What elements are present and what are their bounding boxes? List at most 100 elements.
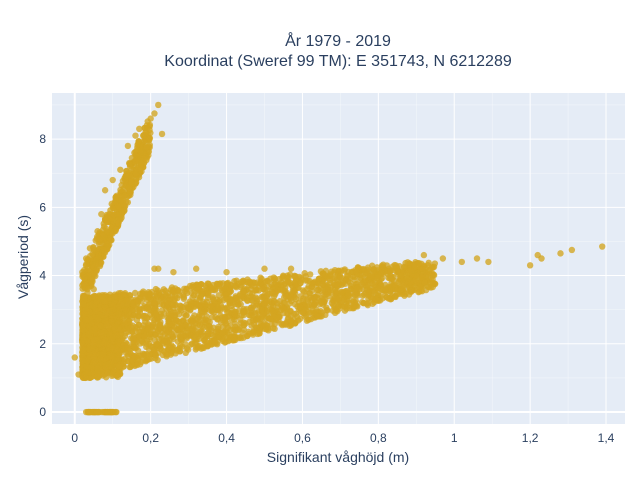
x-tick-label: 0,4 (218, 431, 235, 445)
scatter-point (127, 306, 134, 314)
scatter-point (112, 408, 119, 416)
scatter-point (95, 341, 103, 348)
scatter-point (374, 297, 382, 304)
scatter-point (223, 290, 231, 297)
scatter-point (132, 296, 139, 303)
scatter-point (174, 338, 182, 345)
scatter-point (261, 320, 268, 328)
x-tick-label: 0,2 (142, 431, 159, 445)
scatter-point (108, 352, 115, 359)
scatter-point (86, 408, 94, 416)
scatter-point (115, 203, 122, 210)
scatter-point (360, 291, 368, 298)
scatter-point (380, 261, 387, 268)
scatter-point (92, 307, 100, 315)
scatter-point (115, 363, 123, 370)
scatter-point (131, 353, 138, 360)
scatter-point (314, 313, 322, 320)
scatter-point (237, 316, 244, 323)
scatter-point (155, 101, 162, 109)
scatter-point (196, 321, 204, 329)
scatter-point (327, 287, 334, 294)
scatter-point (115, 219, 122, 227)
scatter-point (398, 286, 405, 293)
scatter-point (222, 315, 229, 322)
scatter-point (240, 279, 248, 286)
scatter-point (287, 265, 295, 272)
scatter-point (192, 265, 200, 272)
scatter-point (315, 286, 322, 294)
scatter-point (230, 334, 238, 342)
scatter-point (210, 337, 218, 345)
scatter-point (135, 306, 143, 314)
scatter-point (132, 132, 139, 139)
scatter-point (320, 291, 327, 298)
scatter-point (179, 330, 187, 338)
scatter-point (104, 408, 112, 416)
scatter-point (397, 272, 405, 279)
scatter-point (292, 278, 299, 285)
scatter-point (328, 299, 336, 307)
scatter-point (242, 320, 249, 327)
scatter-point (152, 330, 160, 338)
scatter-point (367, 293, 375, 301)
scatter-point (234, 301, 242, 308)
scatter-point (180, 295, 188, 302)
scatter-point (151, 110, 158, 117)
scatter-point (134, 156, 141, 163)
scatter-point (485, 258, 492, 266)
scatter-point (131, 344, 139, 351)
scatter-point (125, 184, 133, 191)
scatter-point (215, 305, 222, 312)
scatter-point (94, 373, 101, 380)
scatter-point (232, 283, 239, 290)
scatter-point (417, 283, 424, 291)
scatter-point (401, 264, 408, 271)
scatter-point (538, 255, 545, 262)
scatter-point (204, 323, 211, 331)
scatter-point (403, 274, 411, 282)
scatter-point (143, 122, 151, 129)
scatter-point (352, 302, 359, 309)
scatter-point (318, 299, 325, 307)
scatter-point (151, 292, 159, 300)
scatter-point (99, 351, 106, 358)
scatter-point (153, 340, 161, 348)
scatter-point (114, 346, 121, 353)
scatter-point (278, 304, 286, 311)
scatter-point (121, 320, 128, 327)
scatter-point (273, 316, 280, 324)
scatter-point (425, 267, 432, 275)
scatter-point (170, 286, 177, 294)
scatter-point (97, 329, 105, 336)
scatter-point (217, 297, 224, 304)
x-tick-label: 0 (71, 431, 78, 445)
scatter-point (280, 309, 287, 317)
scatter-point (82, 316, 90, 324)
scatter-point (166, 321, 173, 328)
scatter-point (209, 281, 217, 289)
scatter-point (248, 322, 255, 329)
scatter-point (118, 207, 125, 215)
scatter-point (295, 284, 302, 292)
scatter-point (264, 325, 272, 332)
scatter-point (306, 290, 314, 297)
scatter-point (122, 297, 129, 304)
scatter-point (229, 306, 236, 313)
scatter-point (297, 303, 304, 311)
scatter-point (90, 286, 97, 293)
scatter-point (287, 294, 295, 302)
scatter-point (227, 295, 234, 303)
y-tick-label: 0 (39, 405, 46, 419)
scatter-point (209, 295, 216, 302)
scatter-point (185, 325, 192, 332)
scatter-point (331, 280, 338, 288)
scatter-point (430, 272, 438, 279)
scatter-point (109, 176, 116, 184)
scatter-point (92, 258, 99, 265)
scatter-point (139, 149, 147, 156)
scatter-point (166, 344, 173, 351)
scatter-point (204, 330, 211, 337)
scatter-point (313, 306, 320, 314)
scatter-point (224, 324, 232, 331)
